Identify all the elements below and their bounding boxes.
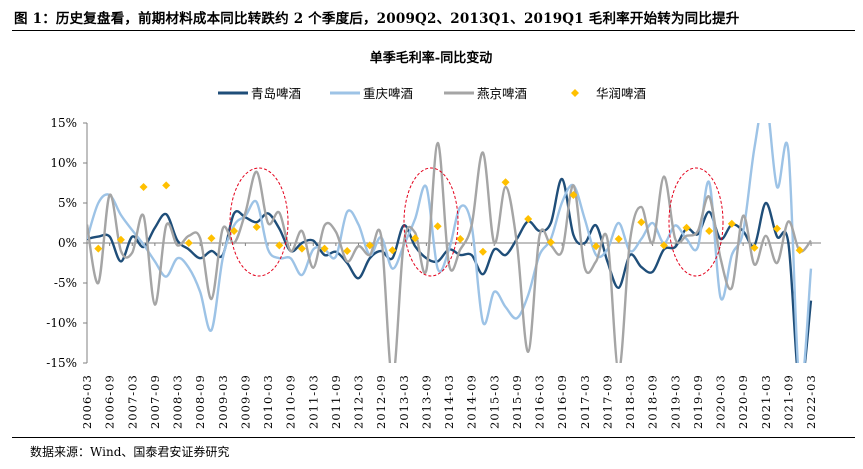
x-tick-label: 2018-03 bbox=[623, 374, 637, 429]
y-tick-label: 15% bbox=[50, 116, 77, 130]
x-tick-label: 2011-09 bbox=[329, 374, 343, 429]
highlight-ellipse-2013 bbox=[403, 167, 459, 277]
x-tick-label: 2009-09 bbox=[238, 374, 252, 429]
series-line-0 bbox=[87, 177, 813, 363]
axes: 15% 10% 5% 0% -5% -10% -15%2006-03 2006-09 2007-… bbox=[46, 116, 821, 429]
data-point-diamond bbox=[411, 234, 420, 243]
x-tick-label: 2014-03 bbox=[442, 374, 456, 429]
data-point-diamond bbox=[320, 244, 329, 253]
highlight-ellipse-2009 bbox=[229, 167, 289, 277]
y-tick-label: -10% bbox=[46, 316, 77, 330]
chart-title: 单季毛利率-同比变动 bbox=[370, 50, 492, 66]
x-tick-label: 2019-09 bbox=[691, 374, 705, 429]
top-divider bbox=[12, 30, 855, 31]
data-point-diamond bbox=[773, 224, 782, 233]
x-tick-label: 2008-03 bbox=[171, 374, 185, 429]
x-tick-label: 2012-09 bbox=[374, 374, 388, 429]
series-line-2 bbox=[87, 141, 812, 363]
legend-label: 华润啤酒 bbox=[596, 86, 646, 101]
data-point-diamond bbox=[546, 238, 555, 247]
data-point-diamond bbox=[252, 223, 261, 231]
data-point-diamond bbox=[524, 215, 533, 223]
data-point-diamond bbox=[184, 239, 193, 247]
data-point-diamond bbox=[705, 227, 714, 235]
data-point-diamond bbox=[139, 183, 148, 191]
y-tick-label: 0% bbox=[58, 236, 77, 250]
x-tick-label: 2017-09 bbox=[600, 374, 614, 429]
x-tick-label: 2016-09 bbox=[555, 374, 569, 429]
data-point-diamond bbox=[659, 241, 668, 250]
y-tick-label: -15% bbox=[46, 356, 77, 370]
data-point-diamond bbox=[116, 235, 125, 244]
highlight-ellipse-2019 bbox=[668, 167, 724, 277]
x-tick-label: 2009-03 bbox=[216, 374, 230, 429]
data-point-diamond bbox=[433, 222, 442, 231]
x-tick-label: 2007-09 bbox=[148, 374, 162, 429]
x-tick-label: 2015-03 bbox=[487, 374, 501, 429]
x-tick-label: 2021-03 bbox=[759, 374, 773, 429]
bottom-divider bbox=[12, 437, 855, 438]
y-tick-label: 5% bbox=[58, 196, 77, 210]
data-point-diamond bbox=[343, 247, 352, 255]
highlight-ellipses bbox=[229, 167, 724, 277]
x-tick-label: 2014-09 bbox=[465, 374, 479, 429]
data-point-diamond bbox=[478, 247, 487, 256]
x-tick-label: 2018-09 bbox=[646, 374, 660, 429]
x-tick-label: 2013-09 bbox=[419, 374, 433, 429]
data-point-diamond bbox=[365, 241, 374, 250]
data-point-diamond bbox=[94, 244, 103, 253]
data-point-diamond bbox=[682, 223, 691, 232]
legend-label: 青岛啤酒 bbox=[251, 86, 301, 101]
data-point-diamond bbox=[727, 219, 736, 228]
x-tick-label: 2006-03 bbox=[80, 374, 94, 429]
x-tick-label: 2015-09 bbox=[510, 374, 524, 429]
data-point-diamond bbox=[637, 218, 646, 227]
x-tick-label: 2010-03 bbox=[261, 374, 275, 429]
data-point-diamond bbox=[569, 191, 578, 199]
y-tick-label: -5% bbox=[54, 276, 77, 290]
x-tick-label: 2017-03 bbox=[578, 374, 592, 429]
x-tick-label: 2008-09 bbox=[193, 374, 207, 429]
x-tick-label: 2020-09 bbox=[736, 374, 750, 429]
x-tick-label: 2013-03 bbox=[397, 374, 411, 429]
data-point-diamond bbox=[501, 178, 510, 187]
legend-label: 重庆啤酒 bbox=[363, 86, 413, 101]
data-point-diamond bbox=[388, 246, 397, 255]
series-group bbox=[87, 123, 813, 363]
data-point-diamond bbox=[275, 241, 284, 250]
data-point-diamond bbox=[207, 234, 216, 243]
data-point-diamond bbox=[162, 181, 171, 190]
x-tick-label: 2006-09 bbox=[103, 374, 117, 429]
x-tick-label: 2012-03 bbox=[352, 374, 366, 429]
source-note: 数据来源：Wind、国泰君安证券研究 bbox=[30, 445, 230, 459]
data-point-diamond bbox=[614, 235, 623, 243]
data-point-diamond bbox=[592, 242, 601, 251]
figure-title: 图 1：历史复盘看，前期材料成本同比转跌约 2 个季度后，2009Q2、2013… bbox=[14, 11, 740, 27]
data-point-diamond bbox=[456, 235, 465, 243]
x-tick-label: 2016-03 bbox=[533, 374, 547, 429]
x-tick-label: 2011-03 bbox=[306, 374, 320, 429]
x-tick-label: 2007-03 bbox=[125, 374, 139, 429]
data-point-diamond bbox=[750, 243, 759, 252]
data-point-diamond bbox=[297, 244, 306, 253]
series-line-1 bbox=[87, 123, 813, 363]
x-tick-label: 2022-03 bbox=[804, 374, 818, 429]
legend-swatch-diamond bbox=[571, 89, 579, 97]
x-tick-label: 2020-03 bbox=[714, 374, 728, 429]
x-tick-label: 2010-09 bbox=[284, 374, 298, 429]
x-tick-label: 2019-03 bbox=[668, 374, 682, 429]
y-tick-label: 10% bbox=[50, 156, 77, 170]
data-point-diamond bbox=[230, 227, 239, 235]
x-tick-label: 2021-09 bbox=[781, 374, 795, 429]
legend: 青岛啤酒 重庆啤酒 燕京啤酒 华润啤酒 bbox=[218, 86, 646, 101]
legend-label: 燕京啤酒 bbox=[477, 86, 527, 101]
data-point-diamond bbox=[795, 246, 804, 255]
